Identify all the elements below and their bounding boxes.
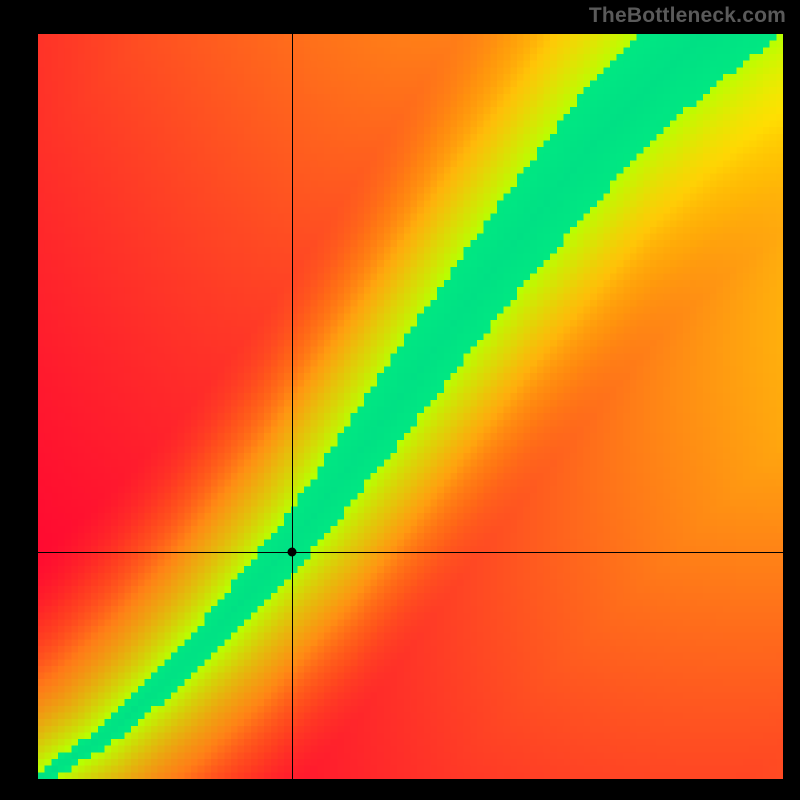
heatmap-plot [38,34,783,779]
watermark-text: TheBottleneck.com [589,4,786,28]
crosshair-horizontal [38,552,783,553]
heatmap-canvas [38,34,783,779]
crosshair-vertical [292,34,293,779]
crosshair-marker [288,547,297,556]
